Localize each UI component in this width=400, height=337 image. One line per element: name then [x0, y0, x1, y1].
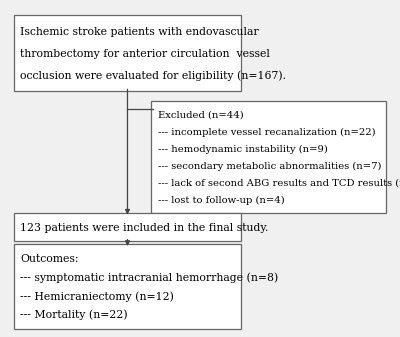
- Text: --- symptomatic intracranial hemorrhage (n=8): --- symptomatic intracranial hemorrhage …: [20, 273, 279, 283]
- FancyBboxPatch shape: [14, 213, 241, 241]
- Text: --- Mortality (n=22): --- Mortality (n=22): [20, 310, 128, 320]
- Text: --- hemodynamic instability (n=9): --- hemodynamic instability (n=9): [158, 145, 328, 154]
- Text: --- incomplete vessel recanalization (n=22): --- incomplete vessel recanalization (n=…: [158, 127, 375, 136]
- Text: Ischemic stroke patients with endovascular: Ischemic stroke patients with endovascul…: [20, 27, 259, 36]
- FancyBboxPatch shape: [151, 101, 386, 213]
- Text: --- Hemicraniectomy (n=12): --- Hemicraniectomy (n=12): [20, 291, 174, 302]
- FancyBboxPatch shape: [14, 244, 241, 329]
- Text: Outcomes:: Outcomes:: [20, 254, 79, 264]
- Text: 123 patients were included in the final study.: 123 patients were included in the final …: [20, 223, 269, 233]
- Text: --- lost to follow-up (n=4): --- lost to follow-up (n=4): [158, 196, 284, 205]
- FancyBboxPatch shape: [14, 15, 241, 91]
- Text: --- lack of second ABG results and TCD results (n=2): --- lack of second ABG results and TCD r…: [158, 179, 400, 188]
- Text: --- secondary metabolic abnormalities (n=7): --- secondary metabolic abnormalities (n…: [158, 161, 381, 171]
- Text: occlusion were evaluated for eligibility (n=167).: occlusion were evaluated for eligibility…: [20, 70, 286, 81]
- Text: thrombectomy for anterior circulation  vessel: thrombectomy for anterior circulation ve…: [20, 49, 270, 59]
- Text: Excluded (n=44): Excluded (n=44): [158, 111, 244, 119]
